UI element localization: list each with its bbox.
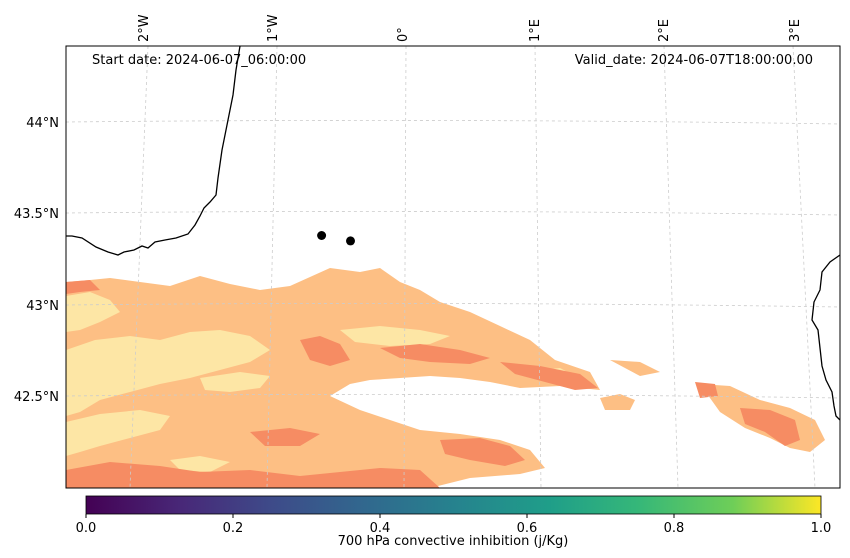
cin-field-strong-5 (695, 382, 718, 398)
colorbar-label: 700 hPa convective inhibition (j/Kg) (338, 534, 569, 549)
valid-date-label: Valid_date: 2024-06-07T18:00:00.00 (575, 53, 813, 68)
coastline-mediterranean (811, 254, 840, 421)
cin-field-strong-9 (66, 280, 100, 294)
lat-label: 43.5°N (14, 207, 59, 222)
lat-label: 43°N (26, 299, 59, 314)
colorbar-tick-label: 0.4 (370, 521, 391, 536)
cin-field-strong-3 (380, 344, 490, 364)
lon-label: 1°E (528, 19, 543, 42)
cin-field-strong-6 (740, 408, 800, 446)
colorbar-tick-label: 0.6 (517, 521, 538, 536)
cin-field-strong-1 (66, 462, 440, 488)
cin-field-strong-8 (250, 428, 320, 446)
colorbar (85, 495, 822, 515)
lat-label: 44°N (26, 116, 59, 131)
cin-patch-east-3 (610, 360, 660, 376)
lat-label: 42.5°N (14, 390, 59, 405)
cin-field-light-3 (66, 410, 170, 456)
colorbar-ticks (85, 514, 822, 518)
lon-label: 3°E (788, 19, 803, 42)
colorbar-tick-label: 0.8 (664, 521, 685, 536)
graticule (66, 46, 840, 488)
cin-field-light-4 (200, 372, 270, 392)
cin-field-light-1 (66, 292, 120, 332)
cin-field-light-6 (170, 456, 230, 472)
colorbar-tick-label: 0.0 (76, 521, 97, 536)
colorbar-tick-label: 0.2 (223, 521, 244, 536)
lon-label: 1°W (266, 14, 281, 42)
lon-label: 2°W (137, 14, 152, 42)
cin-field-light-2 (66, 330, 270, 416)
start-date-label: Start date: 2024-06-07_06:00:00 (92, 53, 306, 68)
lon-label: 2°E (657, 19, 672, 42)
map-frame (65, 45, 841, 489)
cin-patch-east-1 (600, 394, 635, 410)
cin-field-strong-7 (440, 438, 525, 466)
coastline-atlantic (66, 46, 241, 256)
lon-label: 0° (396, 27, 411, 42)
station-marker[interactable] (346, 236, 355, 246)
station-marker[interactable] (317, 231, 327, 240)
cin-field-light-5 (340, 326, 450, 346)
cin-field-strong-2 (300, 336, 350, 366)
cin-field-strong-4 (500, 362, 598, 390)
cin-field-mid (66, 268, 600, 488)
colorbar-tick-label: 1.0 (811, 521, 832, 536)
